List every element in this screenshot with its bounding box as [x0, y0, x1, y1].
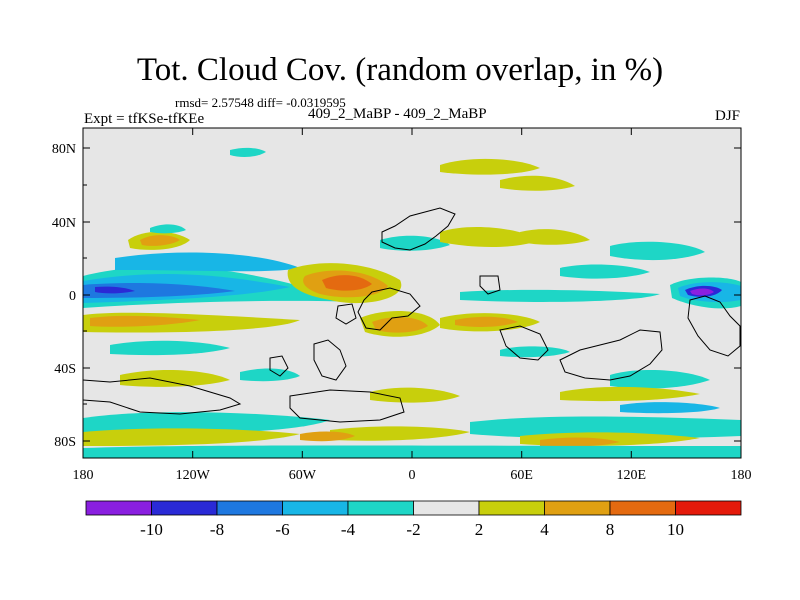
colorbar-swatch [675, 500, 742, 516]
colorbar-label: -10 [140, 520, 163, 539]
colorbar-label: 2 [475, 520, 484, 539]
colorbar-swatch [216, 500, 283, 516]
colorbar-label: 4 [540, 520, 549, 539]
colorbar-label: -2 [406, 520, 420, 539]
colorbar-label: 10 [667, 520, 684, 539]
colorbar-swatch [151, 500, 218, 516]
x-tick-label: 120E [617, 468, 647, 483]
stats-line: rmsd= 2.57548 diff= -0.0319595 [175, 95, 346, 110]
x-tick-label: 120W [176, 468, 211, 483]
contour-fields [83, 147, 741, 458]
colorbar [85, 500, 742, 516]
experiment-label: Expt = tfKSe-tfKEe [84, 111, 205, 127]
plot-title: Tot. Cloud Cov. (random overlap, in %) [136, 52, 664, 88]
coastlines [83, 207, 741, 423]
colorbar-label: -4 [341, 520, 356, 539]
colorbar-label: -8 [210, 520, 224, 539]
y-tick-label: 0 [69, 289, 76, 304]
colorbar-swatch [609, 500, 676, 516]
colorbar-label: 8 [606, 520, 615, 539]
colorbar-swatch [347, 500, 414, 516]
y-tick-label: 80S [54, 435, 76, 450]
x-tick-label: 60W [289, 468, 317, 483]
colorbar-labels: -10 -8 -6 -4 -2 2 4 8 10 [140, 520, 684, 539]
y-tick-label: 80N [52, 142, 76, 157]
x-tick-label: 60E [510, 468, 533, 483]
colorbar-swatch [413, 500, 480, 516]
colorbar-swatch [85, 500, 152, 516]
y-axis [83, 147, 741, 442]
colorbar-swatch [478, 500, 545, 516]
x-tick-label: 0 [409, 468, 416, 483]
y-tick-label: 40N [52, 216, 76, 231]
colorbar-swatch [282, 500, 349, 516]
cases-label: 409_2_MaBP - 409_2_MaBP [308, 106, 487, 122]
colorbar-label: -6 [275, 520, 289, 539]
y-tick-label: 40S [54, 362, 76, 377]
x-tick-label: 180 [731, 468, 752, 483]
season-label: DJF [714, 108, 740, 124]
x-axis [192, 128, 632, 458]
colorbar-swatch [544, 500, 611, 516]
x-tick-label: 180 [73, 468, 94, 483]
